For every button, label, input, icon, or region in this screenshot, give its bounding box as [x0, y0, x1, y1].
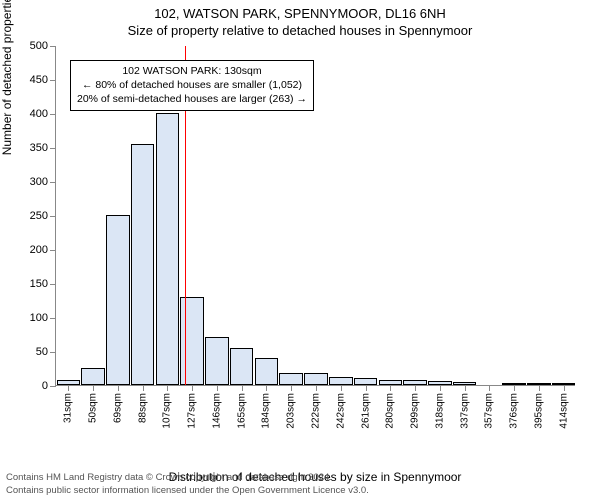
x-tick	[242, 385, 243, 391]
y-tick-label: 100	[30, 312, 48, 324]
x-tick	[167, 385, 168, 391]
histogram-bar	[329, 377, 353, 385]
histogram-bar	[180, 297, 204, 385]
x-tick-label: 299sqm	[410, 393, 421, 429]
x-tick	[390, 385, 391, 391]
histogram-bar	[106, 215, 130, 385]
x-tick-label: 395sqm	[533, 393, 544, 429]
x-tick	[217, 385, 218, 391]
histogram-bar	[279, 373, 303, 385]
page-title-2: Size of property relative to detached ho…	[0, 23, 600, 38]
x-tick-label: 242sqm	[335, 393, 346, 429]
x-tick	[341, 385, 342, 391]
y-tick	[50, 46, 56, 47]
footer-line-2: Contains public sector information licen…	[6, 485, 369, 497]
y-tick	[50, 318, 56, 319]
x-tick-label: 376sqm	[509, 393, 520, 429]
y-tick	[50, 386, 56, 387]
x-tick	[489, 385, 490, 391]
x-tick	[143, 385, 144, 391]
x-tick	[465, 385, 466, 391]
y-tick	[50, 216, 56, 217]
x-tick	[192, 385, 193, 391]
x-tick-label: 318sqm	[434, 393, 445, 429]
annotation-box: 102 WATSON PARK: 130sqm← 80% of detached…	[70, 60, 314, 111]
x-tick-label: 88sqm	[137, 393, 148, 423]
histogram-bar	[205, 337, 229, 385]
footer-attribution: Contains HM Land Registry data © Crown c…	[6, 472, 369, 497]
plot-area: 05010015020025030035040045050031sqm50sqm…	[55, 46, 575, 386]
histogram-bar	[230, 348, 254, 385]
x-tick	[291, 385, 292, 391]
y-tick-label: 300	[30, 176, 48, 188]
histogram-bar	[131, 144, 155, 385]
y-tick-label: 200	[30, 244, 48, 256]
y-tick	[50, 352, 56, 353]
y-tick-label: 0	[42, 380, 48, 392]
x-tick-label: 357sqm	[484, 393, 495, 429]
y-tick-label: 500	[30, 40, 48, 52]
annotation-line: ← 80% of detached houses are smaller (1,…	[77, 78, 307, 92]
y-tick-label: 250	[30, 210, 48, 222]
x-tick	[440, 385, 441, 391]
x-tick-label: 261sqm	[360, 393, 371, 429]
y-axis-label: Number of detached properties	[0, 0, 14, 155]
footer-line-1: Contains HM Land Registry data © Crown c…	[6, 472, 369, 484]
y-tick-label: 50	[36, 346, 48, 358]
y-tick-label: 400	[30, 108, 48, 120]
x-tick-label: 69sqm	[112, 393, 123, 423]
x-tick-label: 184sqm	[261, 393, 272, 429]
y-tick	[50, 250, 56, 251]
histogram-bar	[304, 373, 328, 385]
x-tick-label: 280sqm	[385, 393, 396, 429]
x-tick-label: 146sqm	[211, 393, 222, 429]
x-tick-label: 414sqm	[558, 393, 569, 429]
x-tick	[415, 385, 416, 391]
x-tick-label: 31sqm	[63, 393, 74, 423]
y-tick-label: 450	[30, 74, 48, 86]
y-tick	[50, 148, 56, 149]
y-tick	[50, 182, 56, 183]
histogram-bar	[354, 378, 378, 385]
x-tick	[539, 385, 540, 391]
x-tick	[564, 385, 565, 391]
page-title-1: 102, WATSON PARK, SPENNYMOOR, DL16 6NH	[0, 6, 600, 21]
x-tick-label: 165sqm	[236, 393, 247, 429]
y-tick	[50, 114, 56, 115]
y-tick-label: 150	[30, 278, 48, 290]
histogram-bar	[156, 113, 180, 385]
x-tick-label: 222sqm	[311, 393, 322, 429]
x-tick	[316, 385, 317, 391]
x-tick	[118, 385, 119, 391]
y-tick	[50, 284, 56, 285]
y-tick-label: 350	[30, 142, 48, 154]
histogram-bar	[255, 358, 279, 385]
x-tick-label: 337sqm	[459, 393, 470, 429]
x-tick	[366, 385, 367, 391]
x-tick-label: 50sqm	[88, 393, 99, 423]
x-tick	[266, 385, 267, 391]
x-tick	[68, 385, 69, 391]
chart: Number of detached properties 0501001502…	[55, 46, 575, 416]
histogram-bar	[81, 368, 105, 385]
x-tick-label: 107sqm	[162, 393, 173, 429]
annotation-line: 20% of semi-detached houses are larger (…	[77, 92, 307, 106]
x-tick-label: 203sqm	[286, 393, 297, 429]
y-tick	[50, 80, 56, 81]
x-tick-label: 127sqm	[187, 393, 198, 429]
x-tick	[93, 385, 94, 391]
x-tick	[514, 385, 515, 391]
annotation-line: 102 WATSON PARK: 130sqm	[77, 64, 307, 78]
